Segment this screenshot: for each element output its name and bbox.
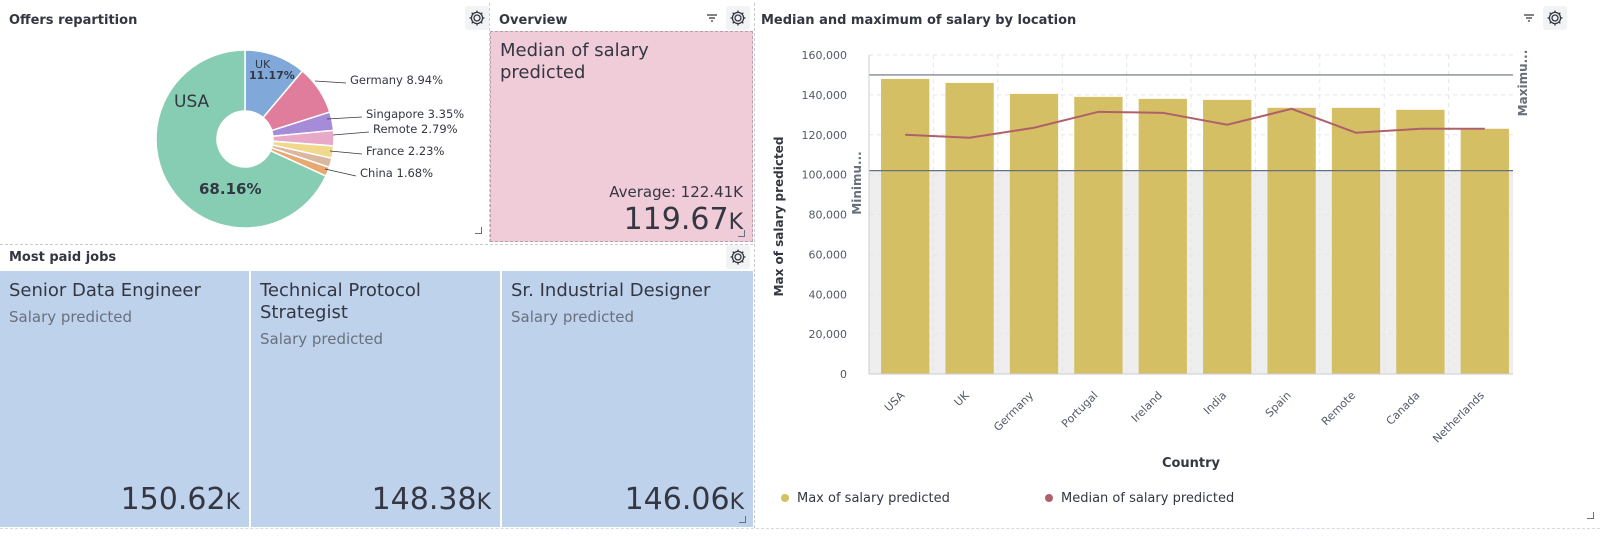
gear-icon[interactable]	[1543, 6, 1567, 30]
bar-remote	[1331, 107, 1381, 374]
job-title: Technical Protocol Strategist Salary pred…	[260, 280, 485, 350]
salary-by-location-panel: Median and maximum of salary by location…	[754, 3, 1600, 528]
x-tick-label: India	[1201, 389, 1229, 417]
panel-title: Overview	[499, 13, 568, 28]
gear-icon[interactable]	[726, 245, 750, 269]
pie-slice-pct-usa: 68.16%	[199, 180, 262, 198]
y-tick-label: 60,000	[809, 248, 848, 261]
metric-value: 119.67K	[623, 202, 743, 237]
y-tick-label: 120,000	[802, 129, 848, 142]
pie-slice-usa	[155, 49, 327, 229]
metric-average: Average: 122.41K	[609, 183, 743, 201]
bar-portugal	[1074, 96, 1123, 375]
bar-usa	[881, 78, 930, 375]
job-title: Senior Data Engineer Salary predicted	[9, 280, 234, 328]
x-tick-label: Germany	[991, 389, 1036, 434]
inner-axis-title: Minimu...	[850, 151, 864, 214]
bar-germany	[1009, 93, 1059, 375]
pie-leader-line	[329, 150, 363, 155]
job-tile[interactable]: Sr. Industrial Designer Salary predicted …	[502, 271, 753, 527]
salary-bar-chart: 0 20,000 40,000 60,000 80,000 100,000 120,000 1…	[772, 49, 1530, 471]
legend-item-max[interactable]: Max of salary predicted	[781, 491, 950, 506]
job-tile[interactable]: Technical Protocol Strategist Salary pred…	[251, 271, 500, 527]
x-axis-title: Country	[1162, 456, 1221, 471]
pie-label-germany: Germany 8.94%	[350, 73, 444, 87]
pie-label-china: China 1.68%	[360, 166, 434, 180]
resize-handle[interactable]	[1587, 512, 1594, 519]
resize-handle[interactable]	[739, 516, 746, 523]
bar-spain	[1267, 107, 1316, 374]
x-tick-label: UK	[952, 388, 973, 409]
pie-slice-pct-uk: 11.17%	[249, 69, 295, 82]
x-tick-label: Remote	[1319, 389, 1358, 428]
pie-slice-label-uk: UK	[255, 58, 271, 71]
job-salary-value: 150.62K	[120, 482, 240, 517]
gear-icon[interactable]	[726, 6, 750, 30]
y-tick-label: 80,000	[809, 209, 848, 222]
overview-panel: Overview Median of salary predicted Aver…	[490, 3, 753, 242]
median-line	[905, 107, 1485, 139]
resize-handle[interactable]	[738, 230, 745, 237]
pie-leader-line	[314, 80, 347, 84]
job-salary-value: 148.38K	[371, 482, 491, 517]
job-subtitle: Salary predicted	[9, 308, 133, 326]
y-tick-label: 40,000	[809, 288, 848, 301]
panel-title: Median and maximum of salary by location	[761, 13, 1077, 28]
bar-india	[1203, 99, 1252, 374]
filter-icon[interactable]	[704, 10, 720, 26]
x-tick-label: Netherlands	[1430, 389, 1487, 446]
metric-tile[interactable]: Median of salary predicted Average: 122.…	[490, 31, 753, 242]
bar-netherlands	[1460, 128, 1509, 374]
y-tick-label: 100,000	[802, 169, 848, 182]
x-tick-label: Portugal	[1059, 389, 1100, 430]
right-axis-title: Maximu...	[1516, 50, 1530, 117]
pie-leader-line	[326, 116, 363, 120]
pie-slice-label-usa: USA	[174, 92, 210, 112]
bar-uk	[945, 82, 994, 374]
pie-chart	[155, 49, 370, 229]
pie-label-remote: Remote 2.79%	[373, 122, 458, 136]
most-paid-jobs-panel: Most paid jobs Senior Data Engineer Salar…	[0, 244, 753, 528]
metric-title: Median of salary predicted	[500, 40, 649, 83]
y-tick-label: 20,000	[809, 328, 848, 341]
x-tick-label: USA	[882, 389, 908, 415]
y-tick-label: 140,000	[802, 89, 848, 102]
gear-icon[interactable]	[465, 6, 489, 30]
x-tick-label: Ireland	[1129, 389, 1165, 425]
pie-label-france: France 2.23%	[366, 144, 445, 158]
legend-dot	[1045, 493, 1053, 502]
panel-title: Most paid jobs	[9, 250, 117, 265]
job-subtitle: Salary predicted	[511, 308, 635, 326]
x-tick-label: Spain	[1263, 389, 1294, 420]
job-salary-value: 146.06K	[624, 482, 744, 517]
bar-ireland	[1138, 98, 1187, 375]
x-tick-label: Canada	[1384, 389, 1423, 428]
filter-icon[interactable]	[1521, 10, 1537, 26]
legend-dot	[781, 493, 789, 502]
y-tick-label: 0	[840, 368, 847, 381]
y-axis-title: Max of salary predicted	[772, 137, 786, 297]
y-tick-label: 160,000	[802, 49, 848, 62]
dashboard-footer	[0, 528, 1600, 543]
pie-leader-line	[324, 168, 357, 177]
offers-repartition-panel: Offers repartition USA 68.16% UK 11.17% …	[0, 3, 490, 242]
panel-title: Offers repartition	[9, 13, 138, 28]
bar-canada	[1396, 109, 1445, 374]
job-title: Sr. Industrial Designer Salary predicted	[511, 280, 736, 328]
job-subtitle: Salary predicted	[260, 330, 384, 348]
job-tile[interactable]: Senior Data Engineer Salary predicted 150…	[0, 271, 249, 527]
pie-leader-line	[332, 131, 370, 136]
resize-handle[interactable]	[475, 227, 482, 234]
pie-label-singapore: Singapore 3.35%	[366, 107, 465, 121]
legend-item-median[interactable]: Median of salary predicted	[1045, 491, 1234, 506]
